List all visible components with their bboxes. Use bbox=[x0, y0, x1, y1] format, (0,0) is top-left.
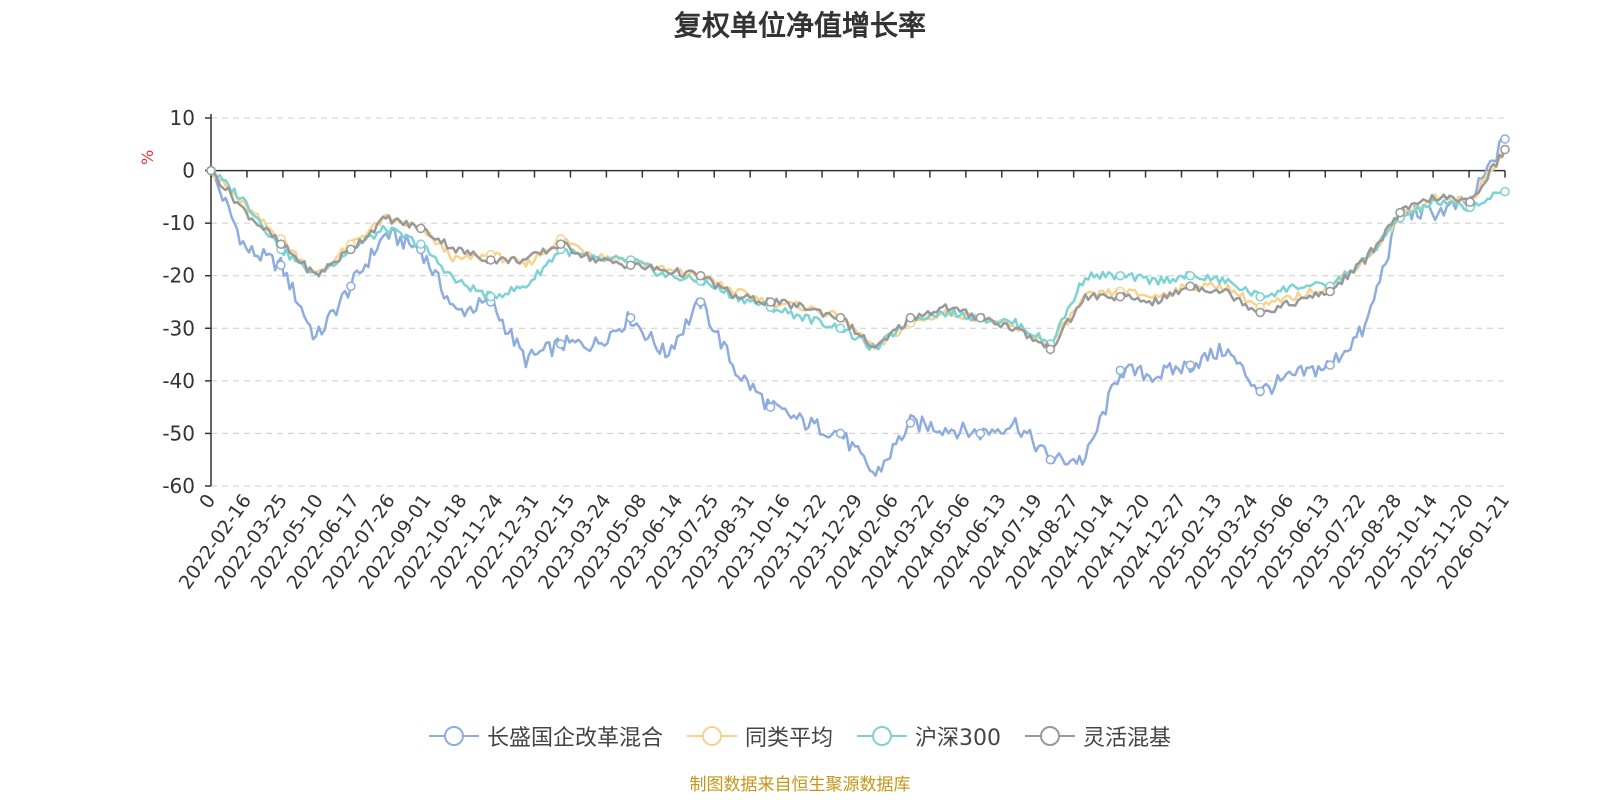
y-tick-label: -60 bbox=[162, 474, 195, 498]
data-point bbox=[276, 260, 286, 270]
data-point bbox=[555, 239, 566, 249]
data-point bbox=[835, 428, 846, 439]
data-point bbox=[1255, 291, 1265, 302]
data-point bbox=[835, 323, 846, 334]
data-point bbox=[276, 239, 286, 249]
data-point bbox=[1325, 286, 1335, 297]
source-note: 制图数据来自恒生聚源数据库 bbox=[689, 775, 911, 795]
data-point bbox=[695, 297, 706, 307]
legend-marker-icon bbox=[1025, 726, 1075, 746]
data-point bbox=[1465, 197, 1475, 207]
data-point bbox=[555, 339, 566, 349]
data-point bbox=[1255, 307, 1265, 318]
legend-item[interactable]: 同类平均 bbox=[686, 720, 833, 752]
line-chart: 100-10-20-30-40-50-60%02022-02-162022-03… bbox=[138, 106, 1514, 593]
y-tick-label: -50 bbox=[162, 421, 195, 445]
data-point bbox=[1115, 365, 1126, 376]
data-point bbox=[1500, 134, 1510, 144]
chart-title: 复权单位净值增长率 bbox=[673, 9, 926, 42]
series-line-1 bbox=[209, 148, 1506, 351]
data-point bbox=[625, 260, 636, 270]
data-point bbox=[1255, 386, 1265, 397]
y-tick-label: 10 bbox=[170, 106, 195, 130]
legend-label: 同类平均 bbox=[744, 726, 833, 751]
y-tick-label: -30 bbox=[162, 316, 195, 340]
legend-marker-icon bbox=[686, 726, 737, 746]
legend-item[interactable]: 沪深300 bbox=[857, 720, 1001, 752]
data-point bbox=[1185, 360, 1195, 370]
data-point bbox=[206, 165, 216, 176]
legend-label: 长盛国企改革混合 bbox=[486, 726, 663, 751]
data-point bbox=[975, 313, 986, 323]
legend-label: 沪深300 bbox=[915, 726, 1001, 751]
data-point bbox=[1115, 270, 1126, 281]
data-point bbox=[1115, 291, 1126, 302]
data-point bbox=[765, 297, 776, 307]
series-line-0 bbox=[210, 136, 1506, 477]
data-point bbox=[975, 428, 986, 439]
data-point bbox=[1045, 344, 1056, 355]
legend-item[interactable]: 长盛国企改革混合 bbox=[428, 720, 663, 752]
data-point bbox=[1325, 360, 1335, 370]
data-point bbox=[1185, 281, 1195, 291]
data-point bbox=[346, 281, 356, 291]
chart-legend: 长盛国企改革混合 同类平均 沪深300 灵活混基 bbox=[0, 720, 1600, 752]
data-point bbox=[1185, 270, 1195, 281]
y-tick-label: -10 bbox=[162, 211, 195, 235]
data-point bbox=[1500, 186, 1510, 197]
y-tick-label: 0 bbox=[182, 159, 195, 183]
data-point bbox=[905, 313, 916, 323]
data-point bbox=[416, 223, 426, 234]
data-point bbox=[905, 418, 916, 428]
data-point bbox=[1045, 454, 1056, 465]
data-point bbox=[1500, 144, 1510, 155]
data-point bbox=[346, 244, 356, 255]
y-tick-label: -20 bbox=[162, 264, 195, 288]
y-axis-label: % bbox=[138, 150, 157, 165]
data-point bbox=[625, 313, 636, 323]
data-point bbox=[835, 313, 846, 323]
y-tick-label: -40 bbox=[162, 369, 195, 393]
legend-marker-icon bbox=[428, 726, 479, 746]
x-tick-label: 0 bbox=[195, 490, 220, 513]
legend-marker-icon bbox=[857, 726, 907, 746]
legend-item[interactable]: 灵活混基 bbox=[1025, 720, 1171, 752]
series-line-3 bbox=[210, 149, 1507, 355]
data-point bbox=[486, 255, 496, 265]
data-point bbox=[486, 291, 496, 302]
data-point bbox=[695, 270, 706, 281]
data-point bbox=[416, 239, 426, 249]
legend-label: 灵活混基 bbox=[1083, 726, 1172, 751]
data-point bbox=[1395, 207, 1405, 218]
data-point bbox=[765, 402, 776, 412]
series-line-2 bbox=[210, 169, 1506, 351]
